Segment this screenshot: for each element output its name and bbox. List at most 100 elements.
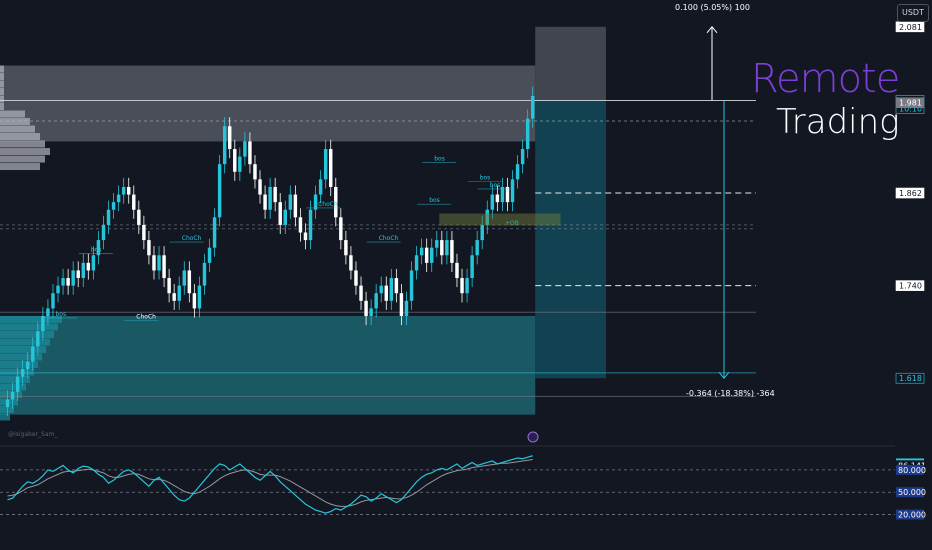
candle-body [303, 232, 308, 241]
candle-body [379, 285, 383, 294]
order-block [439, 213, 561, 226]
candle-body [106, 209, 111, 225]
price-label-box [895, 187, 925, 199]
candle-body [329, 149, 333, 187]
candle-body [268, 186, 272, 210]
event-marker-icon [527, 431, 539, 443]
candle-body [531, 95, 535, 119]
profile-bar-top [0, 140, 45, 148]
horizontal-levels [0, 99, 756, 397]
candle-body [31, 346, 35, 362]
candle-body [187, 270, 192, 294]
candle-body [152, 255, 156, 271]
structure-label: ChoCh [136, 313, 156, 320]
measure-bottom-label: -0.364 (-18.38%) -364 [686, 389, 775, 398]
candle-body [298, 217, 303, 233]
candle-body [177, 285, 181, 301]
candle-body [404, 300, 409, 316]
structure-label: bos [429, 197, 440, 204]
profile-bar-bottom [0, 330, 54, 338]
candle-body [460, 278, 464, 294]
profile-bar-top [0, 163, 40, 171]
candle-body [197, 285, 202, 309]
currency-button[interactable]: USDT [897, 4, 929, 22]
candle-body [258, 179, 262, 195]
candle-body [313, 194, 318, 210]
candle-body [182, 270, 186, 286]
candle-body [167, 278, 171, 294]
candle-body [430, 247, 434, 263]
candle-body [238, 156, 242, 172]
candle-body [344, 240, 348, 256]
profile-bar-bottom [0, 353, 42, 361]
measure-tool[interactable] [706, 26, 730, 379]
price-label-box [895, 97, 925, 109]
candle-body [369, 308, 373, 316]
candle-body [520, 149, 525, 165]
price-label-text: 1.618 [899, 374, 922, 383]
profile-bar-top [0, 65, 4, 73]
zone-supply [0, 65, 536, 142]
candle-body [61, 278, 65, 286]
candle-body [172, 293, 176, 301]
candle-body [384, 285, 388, 301]
candle-body [465, 278, 469, 294]
candle-body [202, 262, 207, 286]
candle-body [212, 217, 217, 248]
profile-bar-top [0, 88, 4, 96]
candle-body [116, 194, 121, 203]
candle-body [248, 141, 252, 165]
profile-bar-top [0, 133, 40, 141]
candle-body [121, 186, 126, 195]
candle-body [132, 194, 136, 210]
annotations-layer: bosbosChoChChoChChoChChoChbosbosbosbos+O… [43, 155, 561, 443]
structure-label: bos [434, 155, 445, 162]
price-label-text: 2.081 [899, 23, 922, 32]
candle-body [424, 247, 429, 263]
profile-bar-top [0, 103, 4, 111]
candle-body [228, 126, 232, 150]
candle-body [162, 255, 166, 279]
logo-trading: Trading [776, 102, 900, 142]
structure-label: bos [490, 182, 501, 189]
osc-label-box [896, 487, 924, 498]
candle-body [525, 118, 530, 150]
candle-body [66, 278, 70, 286]
candle-body [475, 240, 479, 256]
candle-body [263, 194, 267, 210]
zone-target [535, 100, 606, 379]
candle-body [318, 179, 323, 195]
candle-body [283, 209, 287, 225]
candle-body [510, 179, 515, 203]
candle-body [10, 391, 15, 400]
candle-body [414, 255, 419, 271]
profile-bar-top [0, 118, 30, 126]
candles-layer [5, 86, 535, 417]
structure-label: bos [480, 174, 491, 181]
candle-body [137, 209, 141, 225]
candle-body [515, 164, 520, 180]
profile-bar-bottom [0, 315, 62, 323]
candle-body [101, 224, 106, 241]
candle-body [409, 270, 414, 301]
candle-body [334, 186, 338, 218]
osc-fast-line [7, 455, 533, 514]
candle-body [308, 209, 313, 241]
candle-body [278, 202, 282, 225]
candle-body [389, 278, 394, 301]
candle-body [233, 149, 237, 172]
candle-body [147, 240, 151, 256]
candle-body [56, 285, 60, 294]
candle-body [111, 202, 116, 210]
osc-slow-line [7, 458, 533, 507]
price-label-text: 1.740 [899, 282, 922, 291]
logo-remote: Remote [751, 56, 900, 102]
candle-body [157, 255, 161, 271]
candle-body [86, 262, 91, 271]
profile-bar-bottom [0, 338, 50, 346]
candle-body [490, 194, 495, 210]
profile-bar-top [0, 110, 25, 118]
